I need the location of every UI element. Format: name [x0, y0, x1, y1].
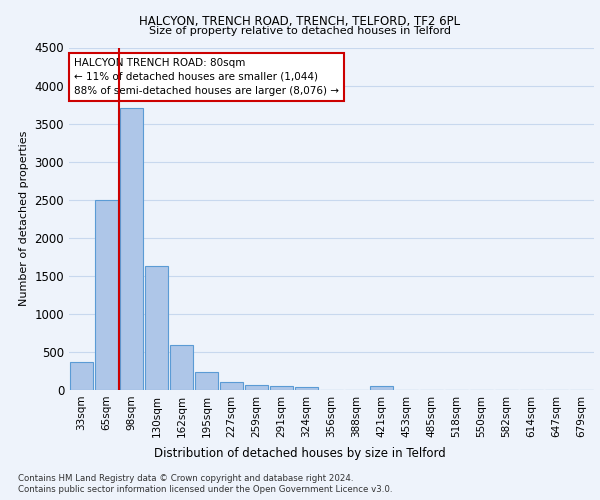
- Text: HALCYON TRENCH ROAD: 80sqm
← 11% of detached houses are smaller (1,044)
88% of s: HALCYON TRENCH ROAD: 80sqm ← 11% of deta…: [74, 58, 339, 96]
- Bar: [245, 385, 268, 390]
- Bar: [170, 345, 193, 390]
- Bar: [295, 387, 318, 390]
- Bar: [195, 372, 218, 390]
- Bar: [270, 386, 293, 390]
- Text: Contains HM Land Registry data © Crown copyright and database right 2024.: Contains HM Land Registry data © Crown c…: [18, 474, 353, 483]
- Bar: [220, 382, 243, 390]
- Text: Size of property relative to detached houses in Telford: Size of property relative to detached ho…: [149, 26, 451, 36]
- Bar: [370, 386, 393, 390]
- Bar: [70, 362, 93, 390]
- Text: Distribution of detached houses by size in Telford: Distribution of detached houses by size …: [154, 448, 446, 460]
- Y-axis label: Number of detached properties: Number of detached properties: [19, 131, 29, 306]
- Bar: [95, 200, 118, 390]
- Text: HALCYON, TRENCH ROAD, TRENCH, TELFORD, TF2 6PL: HALCYON, TRENCH ROAD, TRENCH, TELFORD, T…: [139, 15, 461, 28]
- Bar: [145, 266, 168, 390]
- Text: Contains public sector information licensed under the Open Government Licence v3: Contains public sector information licen…: [18, 485, 392, 494]
- Bar: [120, 108, 143, 390]
